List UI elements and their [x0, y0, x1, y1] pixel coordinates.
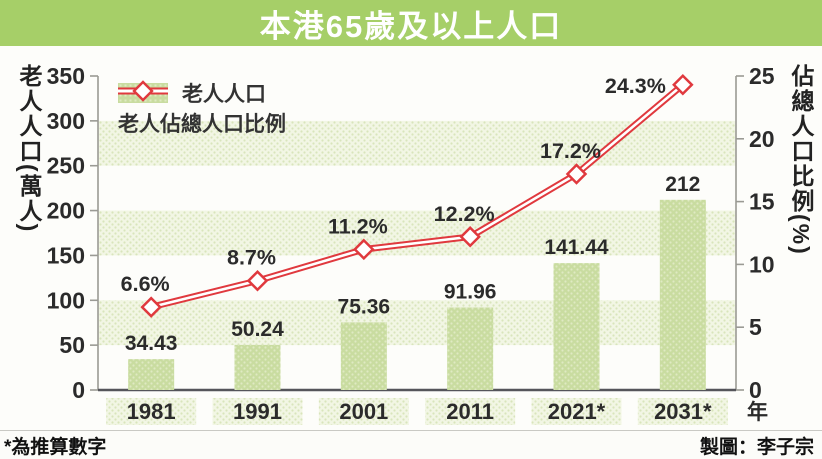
line-value-label: 12.2%: [434, 202, 495, 226]
line-marker-diamond: [459, 226, 481, 248]
line-marker-diamond: [246, 269, 269, 292]
background-bands: [98, 120, 736, 346]
bar-value-label: 75.36: [338, 295, 391, 318]
line-marker-diamond: [565, 163, 588, 185]
bar-value-label: 50.24: [231, 318, 284, 341]
bar: [447, 307, 494, 390]
right-tick-label: 20: [749, 126, 775, 152]
line-value-label: 6.6%: [121, 272, 170, 296]
bar: [659, 199, 706, 390]
line-marker-diamond: [140, 296, 162, 318]
credit: 製圖：李子宗: [699, 436, 814, 458]
left-tick-label: 100: [47, 287, 85, 313]
right-tick-label: 15: [749, 189, 775, 215]
x-axis-labels: 1981 1991 2001 2011 2021* 2031* 年: [106, 398, 768, 425]
left-tick-label: 0: [72, 377, 85, 403]
x-tick-label: 2001: [339, 399, 388, 424]
left-tick-label: 200: [47, 198, 85, 224]
x-axis-unit: 年: [747, 400, 768, 424]
line-value-label: 24.3%: [605, 74, 666, 98]
footnote: *為推算數字: [4, 436, 107, 458]
bar: [553, 263, 600, 390]
bar-series: 34.43 50.24 75.36 91.96 141.44 212: [125, 173, 706, 390]
bar-value-label: 141.44: [544, 236, 609, 259]
chart-title-banner: 本港65歲及以上人口: [0, 0, 822, 46]
chart-footer: *為推算數字 製圖：李子宗: [0, 430, 822, 459]
bar: [128, 359, 175, 390]
line-value-label: 8.7%: [227, 246, 276, 270]
x-tick-label: 2011: [446, 399, 494, 424]
right-tick-label: 0: [749, 377, 762, 403]
chart-region: 老人人口(萬人) 佔總人口比例(%) 350 300 250 200 150 100 50 0…: [0, 46, 822, 430]
chart-legend: 老人人口 老人佔總人口比例: [118, 80, 286, 136]
bar: [234, 344, 281, 390]
bar: [340, 322, 387, 390]
x-tick-label: 2021*: [548, 399, 606, 424]
left-tick-label: 150: [47, 242, 85, 268]
left-tick-label: 50: [59, 332, 85, 358]
line-series: 6.6% 8.7% 11.2% 12.2% 17.2% 24.3%: [121, 74, 694, 318]
axes: [97, 76, 737, 392]
left-axis-title: 老人人口(萬人): [16, 64, 42, 234]
legend-bar-label: 老人人口: [182, 83, 266, 106]
left-axis-ticks: 350 300 250 200 150 100 50 0: [47, 63, 98, 403]
x-tick-label: 1991: [233, 399, 282, 424]
bar-value-label: 34.43: [125, 332, 178, 355]
left-tick-label: 250: [47, 153, 85, 179]
line-swatch-icon: [118, 80, 168, 102]
legend-item-line: 老人佔總人口比例: [118, 80, 286, 136]
line-value-label: 11.2%: [328, 214, 388, 238]
bar-value-label: 91.96: [444, 280, 497, 303]
right-tick-label: 10: [749, 251, 775, 277]
line-value-label: 17.2%: [540, 139, 601, 163]
x-tick-label: 2031*: [654, 399, 712, 424]
chart-title: 本港65歲及以上人口: [259, 8, 563, 44]
right-axis-title: 佔總人口比例(%): [788, 64, 814, 256]
line-marker-diamond: [672, 74, 694, 96]
left-tick-label: 300: [47, 108, 85, 134]
bar-value-label: 212: [665, 173, 700, 196]
x-tick-label: 1981: [127, 399, 176, 424]
line-marker-diamond: [353, 238, 375, 261]
right-tick-label: 25: [749, 63, 775, 89]
legend-line-label: 老人佔總人口比例: [118, 113, 286, 136]
right-axis-ticks: 25 20 15 10 5 0: [736, 63, 775, 403]
left-tick-label: 350: [47, 63, 85, 89]
right-tick-label: 5: [749, 314, 762, 340]
